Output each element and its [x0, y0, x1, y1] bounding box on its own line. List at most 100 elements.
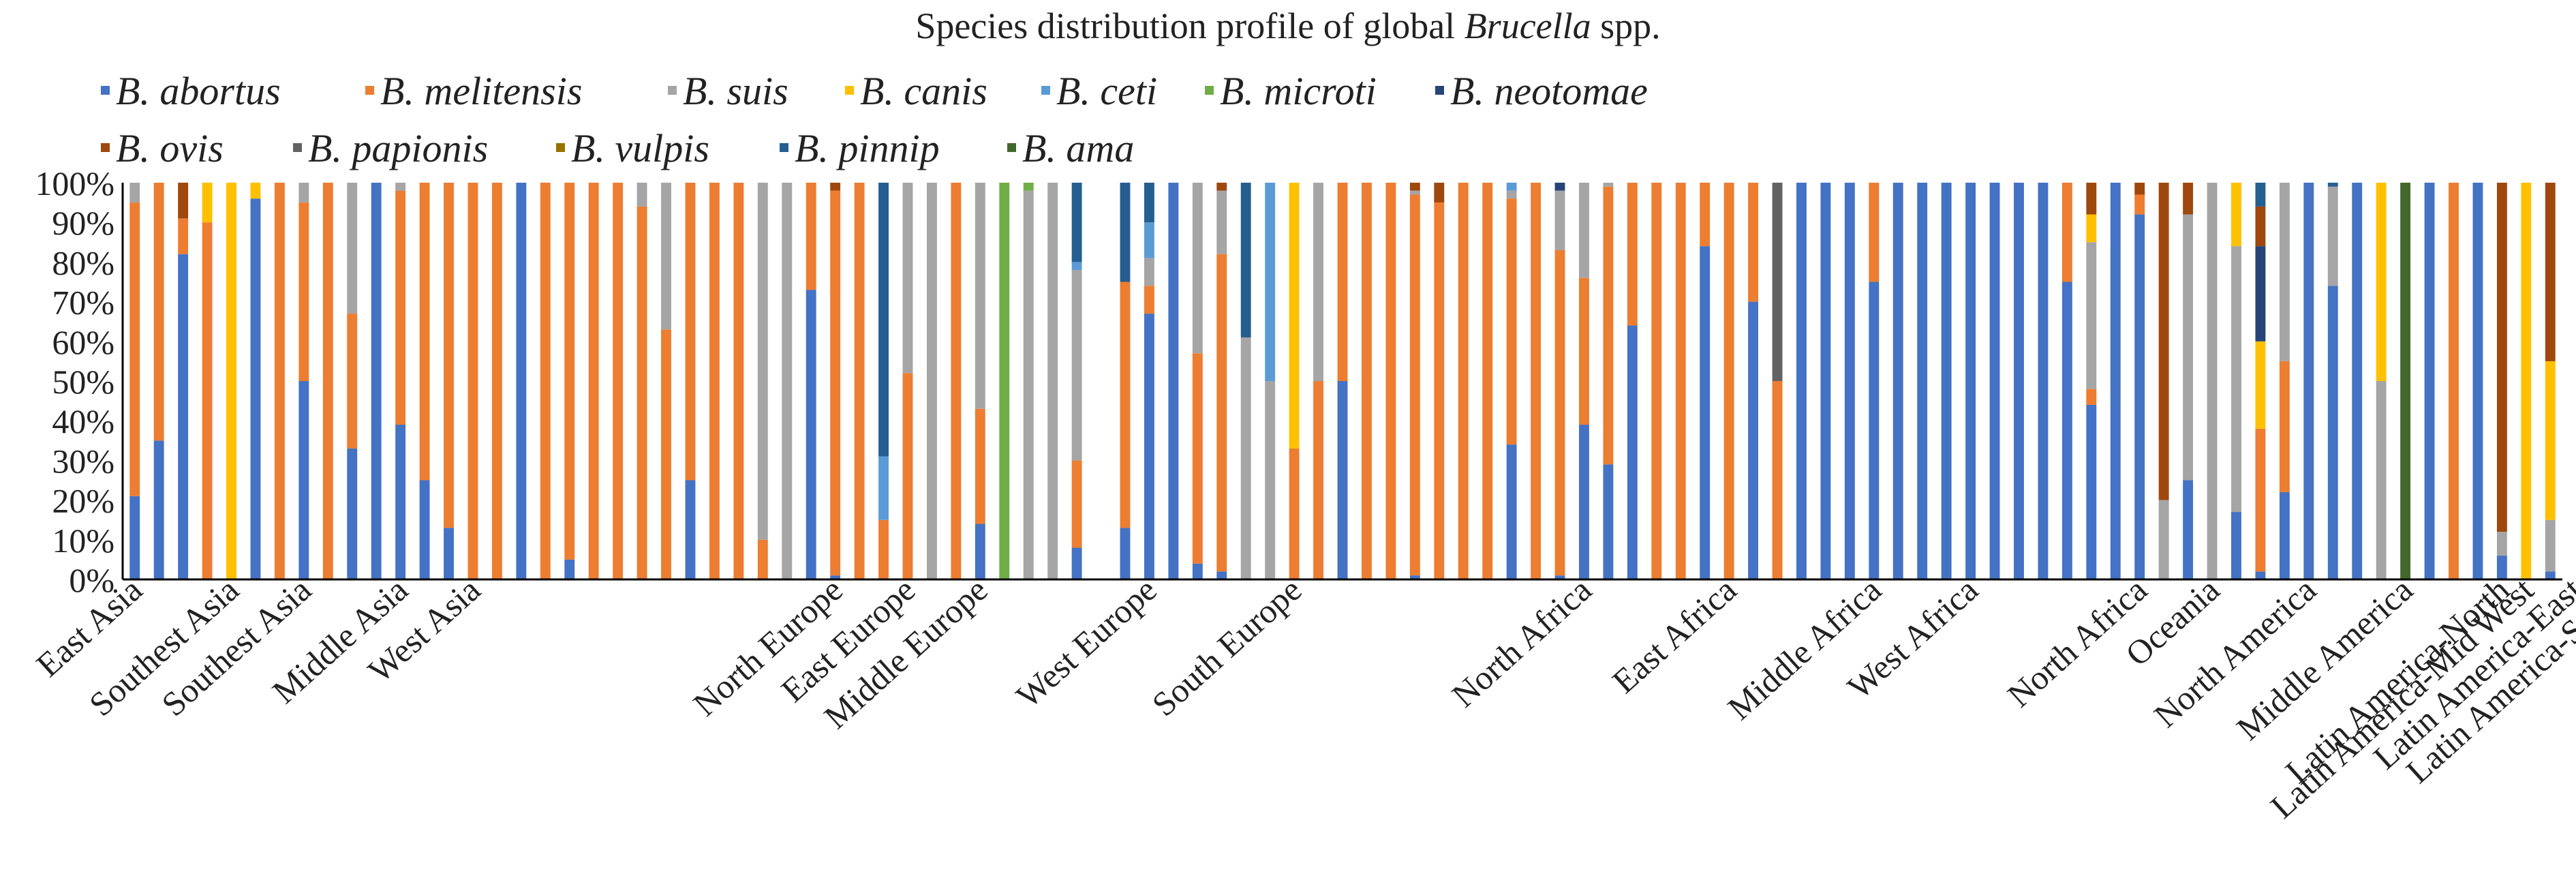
bar-47: [1240, 183, 1251, 579]
bar-segment: [2303, 183, 2314, 579]
bar-segment: [2038, 183, 2049, 579]
legend-swatch: [101, 143, 110, 152]
bar-segment: [178, 254, 189, 579]
bar-segment: [1627, 325, 1638, 579]
bar-segment: [1265, 183, 1276, 381]
bar-46: [1216, 183, 1227, 579]
bar-segment: [2061, 282, 2072, 579]
legend-label: B. canis: [860, 69, 987, 113]
bar-11: [371, 183, 382, 579]
bar-segment: [782, 183, 793, 579]
bar-67: [1723, 183, 1734, 579]
bar-51: [1337, 183, 1348, 579]
bar-segment: [2255, 206, 2266, 247]
bar-58: [1506, 183, 1517, 579]
bar-segment: [298, 202, 309, 381]
bar-segment: [322, 183, 333, 579]
bar-95: [2400, 183, 2411, 579]
bar-52: [1362, 183, 1372, 579]
bar-segment: [2231, 512, 2241, 579]
bar-segment: [1434, 183, 1445, 203]
bar-12: [395, 183, 406, 579]
legend-swatch: [556, 143, 565, 152]
legend-label: B. ceti: [1056, 69, 1158, 113]
bar-segment: [1869, 282, 1880, 579]
bar-13: [419, 183, 430, 579]
bar-57: [1482, 183, 1493, 579]
bar-79: [2014, 183, 2024, 579]
bar-segment: [1844, 183, 1855, 579]
bar-10: [347, 183, 358, 579]
legend-label: B. pinnip: [795, 126, 940, 170]
bar-segment: [588, 183, 599, 579]
y-tick-label: 0%: [69, 561, 114, 599]
bar-segment: [2207, 183, 2218, 579]
bar-segment: [2255, 246, 2266, 342]
bar-segment: [1071, 270, 1082, 461]
bar-segment: [1192, 183, 1203, 354]
bar-66: [1700, 183, 1711, 579]
bar-segment: [1603, 464, 1614, 579]
bar-segment: [540, 183, 551, 579]
bar-segment: [1554, 249, 1565, 576]
bar-segment: [661, 183, 671, 330]
bar-segment: [2255, 183, 2266, 207]
bar-segment: [951, 183, 962, 579]
bar-segment: [1796, 183, 1807, 579]
bar-33: [902, 183, 913, 579]
bar-segment: [2183, 214, 2194, 481]
bar-segment: [1700, 183, 1711, 247]
bar-segment: [202, 222, 213, 579]
bar-segment: [975, 408, 985, 524]
bar-segment: [1023, 190, 1034, 579]
bar-2: [153, 183, 164, 579]
y-tick-label: 20%: [52, 482, 114, 520]
bar-segment: [395, 425, 406, 579]
y-tick-label: 60%: [52, 323, 114, 361]
bar-48: [1265, 183, 1276, 579]
bar-segment: [444, 528, 454, 579]
bar-60: [1554, 183, 1565, 579]
bar-segment: [1772, 381, 1783, 579]
bar-90: [2279, 183, 2290, 579]
bar-segment: [2086, 389, 2097, 405]
bar-segment: [178, 183, 189, 219]
bar-segment: [1071, 547, 1082, 579]
bar-segment: [2424, 183, 2435, 579]
bar-segment: [685, 480, 696, 579]
bar-segment: [2086, 404, 2097, 579]
chart-title-part-3: spp.: [1591, 5, 1661, 46]
bar-segment: [419, 183, 430, 481]
bar-segment: [830, 183, 841, 191]
y-tick-label: 50%: [52, 363, 114, 401]
y-tick-label: 70%: [52, 284, 114, 322]
bar-83: [2110, 183, 2121, 579]
bar-segment: [2158, 183, 2169, 500]
bar-segment: [1772, 183, 1783, 381]
bar-segment: [1240, 183, 1251, 337]
bar-15: [467, 183, 478, 579]
legend-label: B. melitensis: [380, 69, 583, 113]
bar-26: [733, 183, 744, 579]
bar-segment: [1506, 198, 1517, 445]
bar-segment: [2545, 361, 2556, 520]
bar-segment: [757, 539, 768, 579]
legend-label: B. ama: [1022, 126, 1135, 170]
bar-segment: [202, 183, 213, 223]
bar-segment: [830, 575, 841, 579]
x-category-label: East Africa: [1605, 571, 1744, 701]
bar-segment: [1651, 183, 1662, 579]
bar-segment: [1216, 571, 1227, 579]
bar-segment: [1506, 183, 1517, 191]
bar-28: [782, 183, 793, 579]
bar-segment: [975, 183, 985, 409]
bar-segment: [1120, 282, 1131, 528]
bar-segment: [1579, 277, 1589, 425]
bar-segment: [757, 183, 768, 540]
bar-segment: [1506, 444, 1517, 579]
bar-segment: [1313, 381, 1323, 579]
bar-segment: [2110, 183, 2121, 579]
bar-segment: [1120, 183, 1131, 282]
bar-segment: [1362, 183, 1372, 579]
bar-segment: [274, 183, 285, 579]
